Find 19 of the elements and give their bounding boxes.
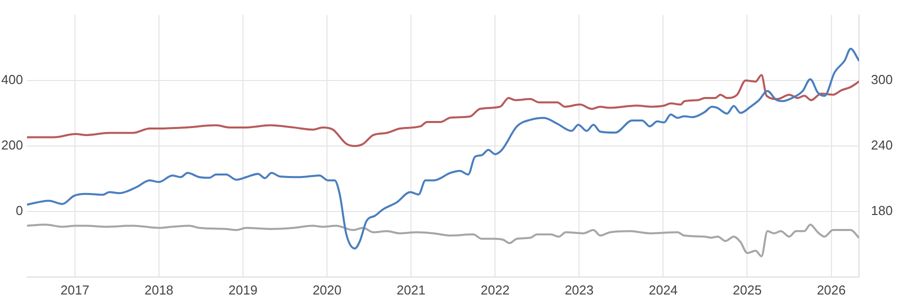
- x-tick-label: 2022: [480, 282, 510, 298]
- x-tick-label: 2020: [312, 282, 342, 298]
- line-series: [27, 48, 859, 250]
- y2-tick-label: 240: [871, 138, 893, 153]
- line-series: [27, 74, 859, 147]
- x-tick-label: 2019: [228, 282, 258, 298]
- line-series: [27, 224, 859, 258]
- x-tick-label: 2021: [396, 282, 426, 298]
- y-tick-label: 200: [1, 138, 23, 153]
- x-tick-label: 2024: [648, 282, 678, 298]
- y-tick-label: 400: [1, 72, 23, 88]
- x-tick-label: 2017: [60, 282, 90, 298]
- x-tick-label: 2023: [564, 282, 594, 298]
- x-tick-label: 2026: [816, 282, 846, 298]
- y2-tick-label: 180: [871, 203, 893, 218]
- y2-tick-label: 300: [871, 72, 893, 88]
- x-tick-label: 2025: [732, 282, 762, 298]
- x-tick-label: 2018: [144, 282, 174, 298]
- y-tick-label: 0: [16, 203, 23, 218]
